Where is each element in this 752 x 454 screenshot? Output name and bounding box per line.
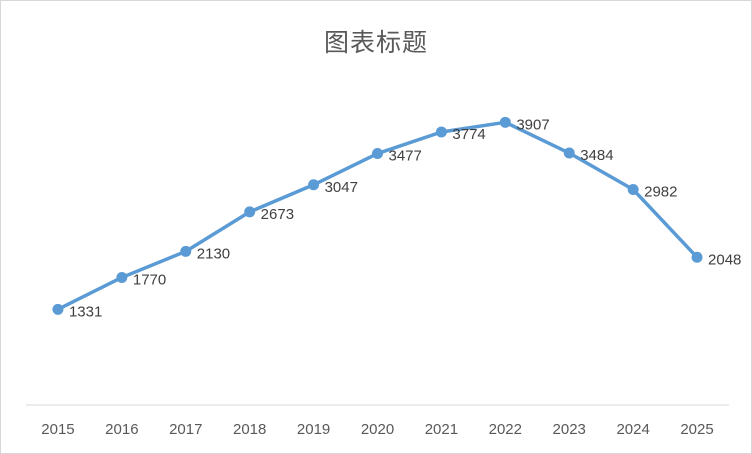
data-point-label: 1770 [133, 271, 166, 288]
x-axis-tick-label: 2015 [41, 421, 74, 438]
data-point-label: 1331 [69, 303, 102, 320]
data-point-label: 2130 [197, 245, 230, 262]
data-point-label: 2982 [644, 183, 677, 200]
data-point-marker [691, 251, 703, 263]
data-point-label: 3774 [452, 126, 485, 143]
data-point-marker [499, 116, 511, 128]
data-point-marker [372, 148, 383, 160]
x-axis-tick-label: 2019 [297, 421, 330, 438]
data-point-marker [52, 303, 64, 315]
x-axis-tick-label: 2023 [553, 421, 586, 438]
data-point-label: 3907 [516, 116, 549, 133]
data-point-label: 2673 [261, 206, 294, 223]
data-point-label: 2048 [708, 251, 741, 268]
data-point-marker [244, 206, 256, 218]
data-point-label: 3477 [389, 148, 422, 165]
x-axis-tick-label: 2025 [680, 421, 713, 438]
x-axis-tick-label: 2017 [169, 421, 202, 438]
x-axis-tick-label: 2018 [233, 421, 266, 438]
chart-title: 图表标题 [323, 30, 428, 57]
data-point-label: 3484 [580, 147, 613, 164]
x-axis-tick-label: 2024 [616, 421, 649, 438]
data-point-marker [180, 245, 192, 257]
x-axis-tick-label: 2021 [425, 421, 458, 438]
data-point-marker [308, 179, 320, 191]
data-point-marker [435, 126, 447, 138]
data-point-marker [627, 183, 639, 195]
data-point-marker [563, 147, 575, 159]
data-point-marker [116, 271, 128, 283]
data-point-label: 3047 [325, 179, 358, 196]
x-axis-tick-label: 2022 [489, 421, 522, 438]
x-axis-tick-label: 2016 [105, 421, 138, 438]
x-axis-tick-label: 2020 [361, 421, 394, 438]
